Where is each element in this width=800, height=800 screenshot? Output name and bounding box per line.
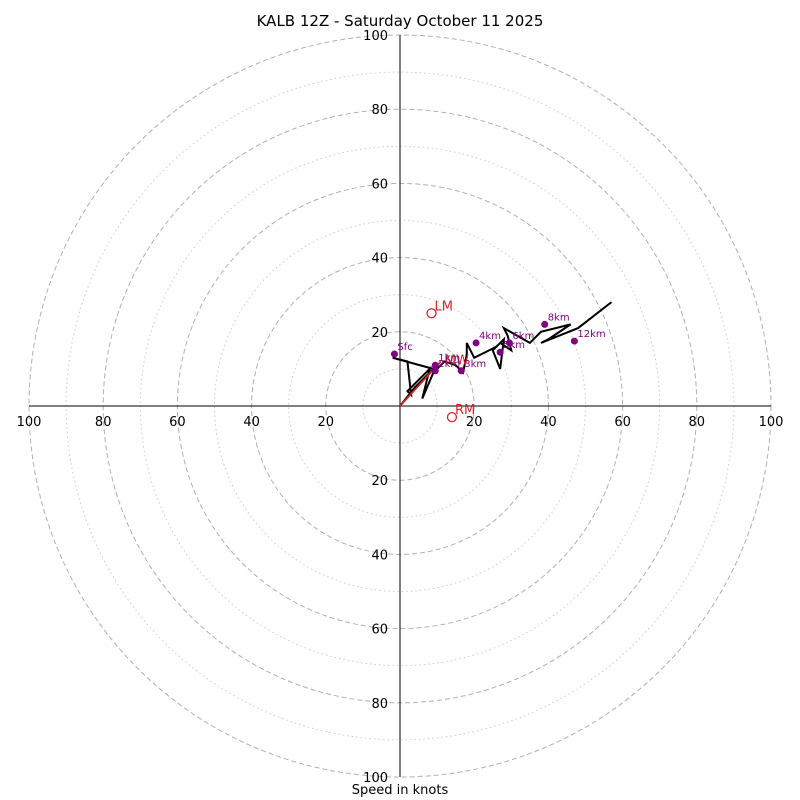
- height-marker-4km: [472, 339, 480, 347]
- tick-label-right: 80: [689, 415, 706, 430]
- tick-label-top: 60: [371, 177, 388, 192]
- tick-label-right: 40: [540, 415, 557, 430]
- height-marker-8km: [541, 320, 549, 328]
- height-marker-2km: [431, 367, 439, 375]
- chart-title: KALB 12Z - Saturday October 11 2025: [256, 12, 544, 30]
- x-axis-label: Speed in knots: [351, 783, 449, 798]
- tick-label-left: 100: [17, 415, 42, 430]
- tick-label-left: 40: [243, 415, 260, 430]
- height-label-1km: 1km: [438, 353, 460, 364]
- height-label-sfc: Sfc: [397, 342, 412, 353]
- height-label-6km: 6km: [512, 331, 534, 342]
- tick-labels: 100 80 60 40 20 20 20 20 40 40 40 60 60 60 80 80 80 100 10…: [17, 29, 784, 786]
- tick-label-bottom: 60: [371, 623, 388, 638]
- height-label-4km: 4km: [479, 331, 501, 342]
- height-label-8km: 8km: [548, 312, 570, 323]
- tick-label-bottom: 80: [371, 697, 388, 712]
- storm-marker-rm: [446, 411, 458, 423]
- tick-label-top: 80: [371, 103, 388, 118]
- tick-label-bottom: 40: [371, 548, 388, 563]
- tick-label-right: 20: [466, 415, 483, 430]
- storm-label-rm: RM: [455, 403, 475, 418]
- tick-label-left: 20: [318, 415, 335, 430]
- tick-label-bottom: 20: [371, 474, 388, 489]
- tick-label-bottom: 100: [363, 771, 388, 786]
- height-marker-1km: [431, 361, 439, 369]
- storm-motion-markers: LM RM: [426, 299, 475, 423]
- height-marker-3km: [457, 367, 465, 375]
- height-marker-6km: [505, 339, 513, 347]
- storm-marker-lm: [426, 308, 437, 319]
- height-label-3km: 3km: [464, 359, 486, 370]
- height-marker-sfc: [390, 350, 398, 358]
- tick-label-left: 60: [169, 415, 186, 430]
- tick-label-top: 40: [371, 252, 388, 267]
- height-label-2km: 2km: [438, 359, 460, 370]
- tick-label-top: 100: [363, 29, 388, 44]
- height-label-5km: 5km: [503, 340, 525, 351]
- height-marker-12km: [570, 337, 578, 345]
- tick-label-right: 60: [614, 415, 631, 430]
- tick-label-left: 80: [95, 415, 112, 430]
- mean-wind-label: MW: [445, 353, 469, 368]
- height-marker-5km: [496, 348, 504, 356]
- tick-label-top: 20: [371, 326, 388, 341]
- hodograph-series: MW: [392, 301, 613, 407]
- height-label-12km: 12km: [577, 329, 605, 340]
- tick-label-right: 100: [759, 415, 784, 430]
- storm-label-lm: LM: [435, 299, 453, 314]
